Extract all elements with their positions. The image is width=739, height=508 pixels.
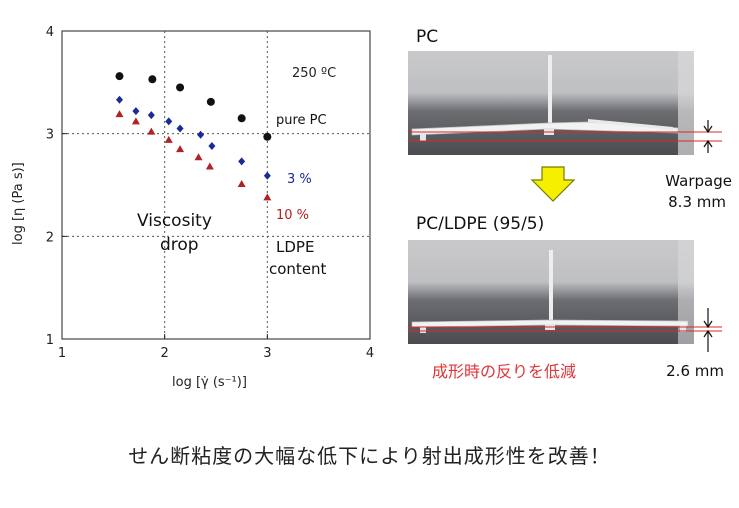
data-point-series-1	[197, 130, 205, 139]
warpage-indicator	[408, 120, 722, 153]
data-point-series-1	[238, 157, 246, 166]
data-point-series-2	[263, 193, 272, 201]
series-label-3pct: 3 %	[287, 172, 312, 187]
photo-pc-molding	[408, 51, 694, 155]
warpage-value: 8.3 mm	[668, 193, 726, 211]
data-point-series-2	[164, 135, 173, 143]
series-label-pure-pc: pure PC	[276, 113, 327, 128]
warpage-label: Warpage	[665, 172, 732, 190]
data-point-series-2	[131, 117, 140, 125]
data-point-series-2	[147, 127, 156, 135]
data-point-series-2	[237, 179, 246, 187]
plot-frame	[61, 30, 371, 340]
y-tick-label: 4	[46, 25, 54, 40]
bottom-caption: せん断粘度の大幅な低下により射出成形性を改善！	[128, 444, 611, 468]
x-tick-label: 1	[58, 346, 66, 361]
data-point-series-0	[206, 97, 215, 106]
down-arrow-icon	[530, 166, 576, 202]
data-point-series-1	[147, 111, 155, 120]
x-tick-label: 3	[263, 346, 271, 361]
chart-annotation-viscosity: Viscosity	[137, 211, 212, 231]
data-point-series-0	[148, 75, 157, 84]
reduced-warpage-indicator	[408, 308, 722, 352]
photo-bottom-label: PC/LDPE (95/5)	[416, 214, 545, 234]
data-point-series-2	[176, 145, 185, 153]
photo-top-label: PC	[416, 27, 439, 47]
chart-annotation-temperature: 250 ºC	[292, 66, 336, 81]
data-point-series-1	[115, 95, 123, 104]
data-point-series-1	[165, 117, 173, 126]
data-point-series-2	[115, 110, 124, 118]
data-point-series-0	[176, 83, 185, 92]
x-tick-label: 2	[161, 346, 169, 361]
y-axis-label: log [η (Pa s)]	[11, 162, 26, 245]
data-point-series-0	[237, 114, 246, 123]
chart-annotation-content: content	[269, 260, 327, 278]
chart-annotation-ldpe: LDPE	[276, 238, 314, 256]
data-point-series-1	[176, 124, 184, 133]
x-tick-label: 4	[366, 346, 374, 361]
y-tick-label: 3	[46, 128, 54, 143]
chart-annotation-drop: drop	[160, 235, 199, 255]
x-axis-label: log [γ̇ (s⁻¹)]	[172, 375, 247, 390]
y-tick-label: 1	[46, 333, 54, 348]
pc-ldpe-molding-graphic	[411, 240, 694, 344]
data-point-series-0	[115, 72, 124, 81]
data-point-series-2	[205, 162, 214, 170]
reduction-note: 成形時の反りを低減	[432, 362, 577, 381]
data-point-series-1	[208, 141, 216, 150]
data-point-series-1	[263, 171, 271, 180]
series-label-10pct: 10 %	[276, 208, 309, 223]
viscosity-chart: 1 2 3 4 1 2 3 4 250 ºC pure PC 3 % 10 % Viscosi…	[11, 25, 374, 390]
data-point-series-0	[263, 132, 272, 141]
data-point-series-1	[132, 107, 140, 116]
reduced-warpage-value: 2.6 mm	[666, 362, 724, 380]
y-tick-label: 2	[46, 230, 54, 245]
data-point-series-2	[194, 153, 203, 161]
